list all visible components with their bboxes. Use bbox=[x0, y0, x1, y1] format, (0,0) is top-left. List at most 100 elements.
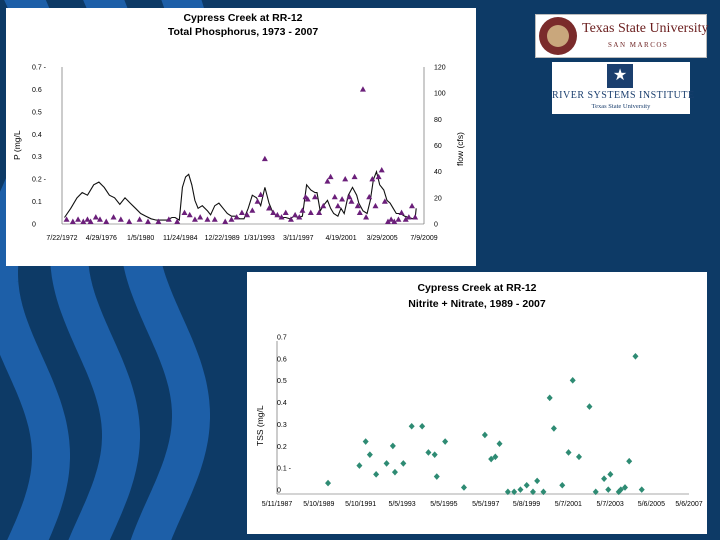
phosphorus-y-tick-label: 0.7 - bbox=[32, 65, 47, 72]
nitrate-x-tick-label: 5/10/1989 bbox=[303, 501, 334, 508]
phosphorus-chart-subtitle: Total Phosphorus, 1973 - 2007 bbox=[168, 26, 319, 38]
phosphorus-data-point bbox=[136, 216, 143, 222]
nitrate-chart-title: Cypress Creek at RR-12 bbox=[417, 282, 536, 294]
phosphorus-data-point bbox=[75, 216, 82, 222]
nitrate-y-tick-label: 0.1 - bbox=[277, 466, 292, 473]
phosphorus-data-point bbox=[402, 216, 409, 222]
phosphorus-data-point bbox=[366, 193, 373, 200]
phosphorus-data-point bbox=[356, 209, 363, 215]
phosphorus-data-point bbox=[369, 175, 376, 182]
nitrate-data-point bbox=[362, 438, 369, 445]
flow-y-tick-label: 0 bbox=[434, 222, 438, 229]
nitrate-x-tick-label: 5/5/1993 bbox=[388, 501, 415, 508]
phosphorus-data-point bbox=[398, 209, 405, 215]
nitrate-data-point bbox=[622, 484, 629, 491]
phosphorus-data-point bbox=[155, 218, 162, 224]
phosphorus-x-tick-label: 1/5/1980 bbox=[127, 235, 154, 242]
nitrate-data-point bbox=[534, 477, 541, 485]
nitrate-data-point bbox=[488, 455, 495, 463]
phosphorus-x-tick-label: 12/22/1989 bbox=[205, 235, 240, 242]
phosphorus-data-point bbox=[331, 193, 338, 200]
flow-y-tick-label: 120 bbox=[434, 65, 446, 72]
nitrate-data-point bbox=[373, 471, 380, 478]
phosphorus-data-point bbox=[316, 209, 323, 215]
nitrate-y-tick-label: 0.2 bbox=[277, 444, 287, 451]
phosphorus-x-tick-label: 7/9/2009 bbox=[410, 235, 437, 242]
phosphorus-data-point bbox=[257, 191, 264, 198]
phosphorus-y-tick-label: 0.5 bbox=[32, 109, 42, 116]
phosphorus-data-point bbox=[63, 216, 70, 222]
phosphorus-data-point bbox=[228, 216, 235, 222]
phosphorus-x-tick-label: 4/29/1976 bbox=[86, 235, 117, 242]
phosphorus-data-point bbox=[181, 209, 188, 215]
phosphorus-data-point bbox=[351, 173, 358, 180]
phosphorus-data-point bbox=[144, 218, 151, 224]
phosphorus-data-point bbox=[292, 211, 299, 218]
nitrate-data-point bbox=[586, 403, 593, 410]
phosphorus-x-tick-label: 3/29/2005 bbox=[367, 235, 398, 242]
nitrate-y-axis-label: TSS (mg/L bbox=[255, 405, 265, 446]
phosphorus-data-point bbox=[372, 202, 379, 209]
nitrate-data-point bbox=[575, 453, 582, 461]
phosphorus-data-point bbox=[204, 216, 211, 222]
phosphorus-data-point bbox=[222, 218, 229, 224]
nitrate-y-tick-label: 0.7 bbox=[277, 335, 287, 342]
nitrate-x-tick-label: 5/6/2007 bbox=[675, 501, 702, 508]
nitrate-data-point bbox=[366, 451, 373, 458]
phosphorus-y-tick-label: 0.3 bbox=[32, 154, 42, 161]
nitrate-data-point bbox=[615, 488, 622, 496]
nitrate-data-point bbox=[389, 442, 396, 450]
phosphorus-data-point bbox=[249, 207, 256, 213]
phosphorus-y-tick-label: 0.1 bbox=[32, 199, 42, 206]
phosphorus-data-point bbox=[80, 218, 87, 224]
nitrate-x-tick-label: 5/5/1995 bbox=[430, 501, 457, 508]
nitrate-chart-panel: Cypress Creek at RR-12 Nitrite + Nitrate… bbox=[247, 272, 707, 534]
phosphorus-data-point bbox=[92, 214, 99, 220]
phosphorus-data-point bbox=[296, 214, 303, 220]
nitrate-data-point bbox=[529, 488, 536, 496]
phosphorus-data-point bbox=[270, 209, 277, 215]
phosphorus-data-point bbox=[191, 216, 198, 222]
nitrate-y-tick-label: 0.5 bbox=[277, 378, 287, 385]
phosphorus-data-point bbox=[311, 193, 318, 200]
phosphorus-data-point bbox=[261, 155, 268, 162]
nitrate-data-point bbox=[601, 475, 608, 482]
nitrate-data-point bbox=[546, 394, 553, 402]
flow-y-tick-label: 100 bbox=[434, 91, 446, 98]
river-systems-institute-logo: ★ RIVER SYSTEMS INSTITUTE Texas State Un… bbox=[552, 62, 695, 114]
nitrate-y-tick-label: 0.6 bbox=[277, 356, 287, 363]
nitrate-data-point bbox=[550, 425, 557, 432]
logo-institute-name: RIVER SYSTEMS INSTITUTE bbox=[552, 90, 695, 101]
phosphorus-data-point bbox=[174, 218, 181, 224]
phosphorus-chart-title: Cypress Creek at RR-12 bbox=[183, 12, 302, 24]
nitrate-data-point bbox=[425, 449, 432, 456]
nitrate-x-tick-label: 5/11/1987 bbox=[262, 501, 293, 508]
nitrate-data-point bbox=[540, 488, 547, 496]
phosphorus-data-point bbox=[324, 178, 331, 184]
nitrate-data-point bbox=[400, 460, 407, 467]
phosphorus-data-point bbox=[334, 202, 341, 209]
phosphorus-data-point bbox=[339, 196, 346, 202]
phosphorus-y-tick-label: 0.6 bbox=[32, 87, 42, 94]
nitrate-chart-subtitle: Nitrite + Nitrate, 1989 - 2007 bbox=[408, 298, 546, 310]
nitrate-data-point bbox=[511, 488, 518, 496]
nitrate-data-point bbox=[408, 422, 415, 430]
nitrate-data-point bbox=[626, 457, 633, 465]
phosphorus-data-point bbox=[405, 214, 412, 220]
phosphorus-data-point bbox=[342, 175, 349, 182]
phosphorus-data-point bbox=[391, 218, 398, 224]
phosphorus-data-point bbox=[103, 218, 110, 224]
phosphorus-data-point bbox=[348, 198, 355, 204]
nitrate-y-tick-label: 0 bbox=[277, 488, 281, 495]
phosphorus-data-point bbox=[381, 198, 388, 204]
phosphorus-data-point bbox=[266, 205, 273, 211]
nitrate-data-point bbox=[433, 473, 440, 480]
texas-state-logo: Texas State University SAN MARCOS bbox=[535, 14, 709, 58]
phosphorus-data-point bbox=[233, 214, 240, 220]
nitrate-data-point bbox=[496, 440, 503, 448]
nitrate-data-point bbox=[607, 471, 614, 478]
phosphorus-data-point bbox=[96, 216, 103, 222]
phosphorus-data-point bbox=[395, 216, 402, 222]
phosphorus-data-point bbox=[307, 209, 314, 215]
phosphorus-data-point bbox=[211, 216, 218, 222]
